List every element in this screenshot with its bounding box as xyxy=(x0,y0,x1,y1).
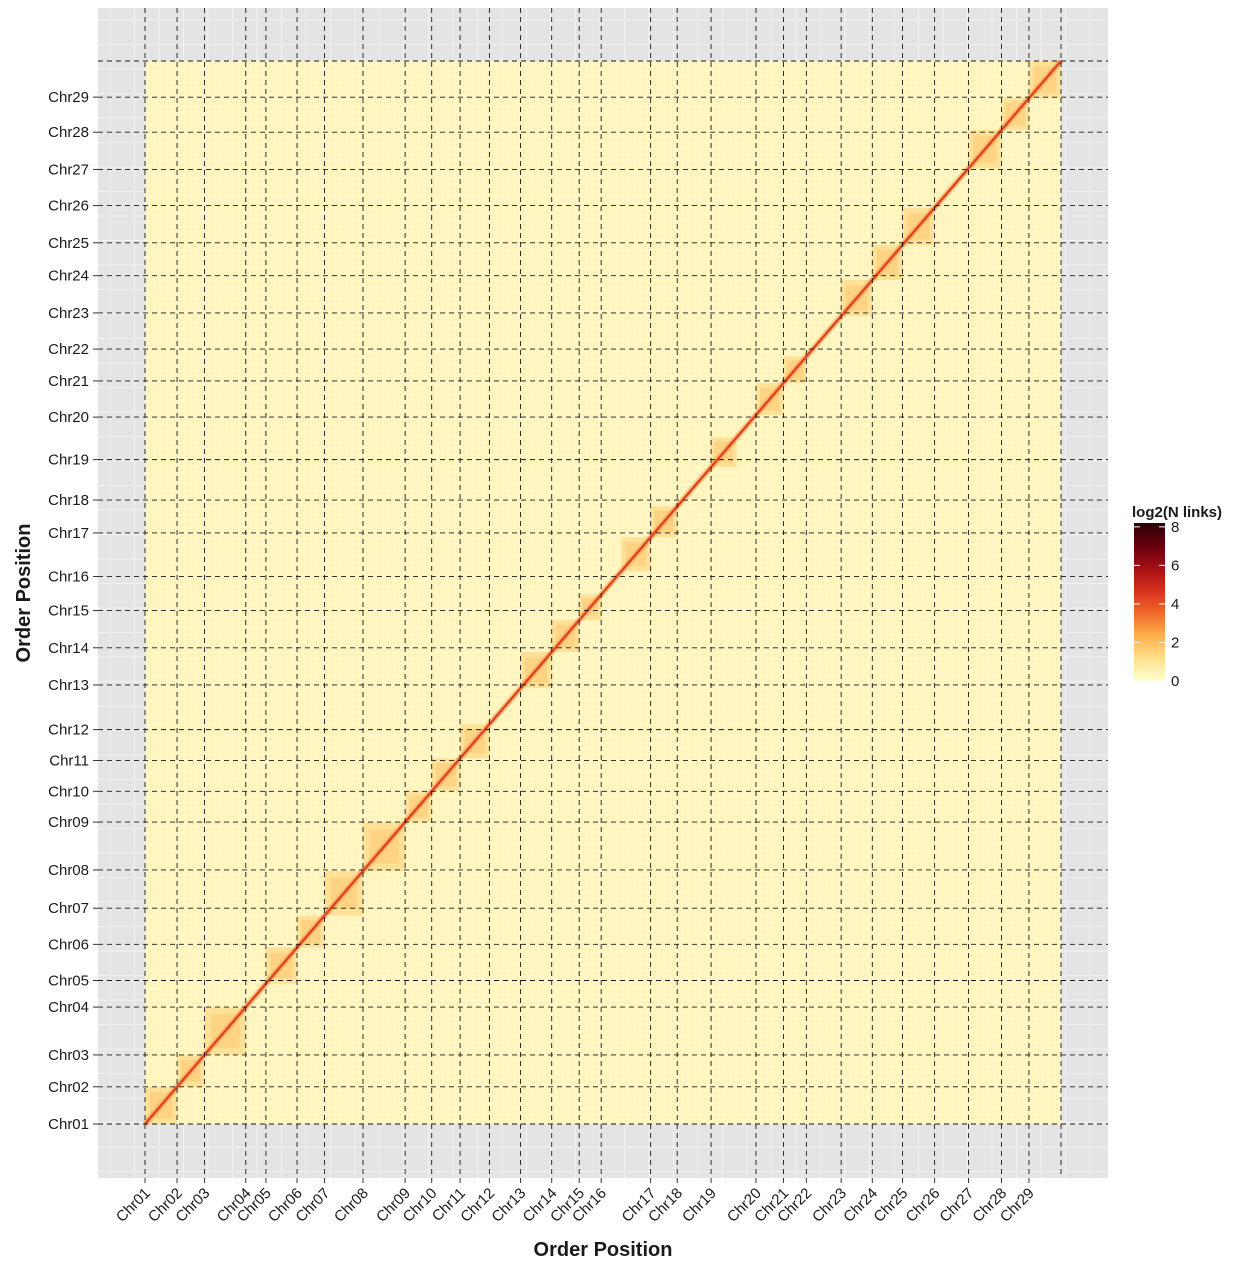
x-tick-label: Chr23 xyxy=(809,1185,850,1226)
y-tick-label: Chr11 xyxy=(49,752,89,769)
y-tick-label: Chr22 xyxy=(48,341,89,358)
y-tick-label: Chr29 xyxy=(48,89,89,106)
legend-tick-label: 2 xyxy=(1171,634,1179,651)
y-tick-label: Chr06 xyxy=(48,936,89,953)
y-tick-label: Chr18 xyxy=(48,492,89,509)
y-tick-label: Chr17 xyxy=(48,525,89,542)
x-tick-label: Chr12 xyxy=(457,1185,498,1226)
legend-title: log2(N links) xyxy=(1132,504,1222,521)
y-tick-label: Chr14 xyxy=(48,640,89,657)
y-tick-label: Chr04 xyxy=(48,999,89,1016)
y-tick-label: Chr21 xyxy=(48,373,89,390)
y-tick-label: Chr28 xyxy=(48,124,89,141)
x-axis-title: Order Position xyxy=(534,1239,673,1261)
y-tick-label: Chr23 xyxy=(48,305,89,322)
y-tick-label: Chr27 xyxy=(48,161,89,178)
legend-tick-label: 4 xyxy=(1171,596,1179,613)
legend-tick-label: 8 xyxy=(1171,519,1179,536)
y-tick-label: Chr01 xyxy=(48,1116,89,1133)
diagonal-contacts xyxy=(142,59,1064,1126)
legend-colorbar xyxy=(1134,523,1165,681)
y-tick-label: Chr16 xyxy=(48,569,89,586)
legend-tick-label: 6 xyxy=(1171,557,1179,574)
legend-ticks: 0 2 4 6 8 xyxy=(1134,519,1179,690)
x-tick-label: Chr01 xyxy=(113,1185,154,1226)
y-tick-label: Chr07 xyxy=(48,900,89,917)
y-tick-label: Chr09 xyxy=(48,814,89,831)
legend: log2(N links) 0 2 4 6 8 xyxy=(1132,504,1222,690)
y-tick-label: Chr05 xyxy=(48,972,89,989)
y-axis-title: Order Position xyxy=(13,524,35,663)
y-tick-label: Chr10 xyxy=(48,783,89,800)
y-tick-label: Chr20 xyxy=(48,409,89,426)
y-tick-label: Chr19 xyxy=(48,452,89,469)
y-tick-label: Chr02 xyxy=(48,1079,89,1096)
y-tick-label: Chr12 xyxy=(48,722,89,739)
x-tick-label: Chr26 xyxy=(903,1185,944,1226)
diagonal-line xyxy=(144,60,1062,1125)
x-tick-label: Chr13 xyxy=(488,1185,529,1226)
y-tick-label: Chr03 xyxy=(48,1047,89,1064)
y-tick-label: Chr26 xyxy=(48,198,89,215)
x-tick-label: Chr25 xyxy=(870,1185,911,1226)
y-axis-ticks: Chr01 Chr02 Chr03 Chr04 Chr05 Chr06 Chr07 Chr08… xyxy=(48,89,98,1133)
x-tick-label: Chr27 xyxy=(936,1185,977,1226)
y-tick-label: Chr15 xyxy=(48,603,89,620)
chromosome-boundaries xyxy=(98,8,1108,1178)
y-tick-label: Chr08 xyxy=(48,862,89,879)
y-tick-label: Chr25 xyxy=(48,235,89,252)
y-tick-label: Chr24 xyxy=(48,268,89,285)
x-tick-label: Chr08 xyxy=(331,1185,372,1226)
y-tick-label: Chr13 xyxy=(48,677,89,694)
legend-tick-label: 0 xyxy=(1171,673,1179,690)
x-tick-label: Chr19 xyxy=(679,1185,720,1226)
